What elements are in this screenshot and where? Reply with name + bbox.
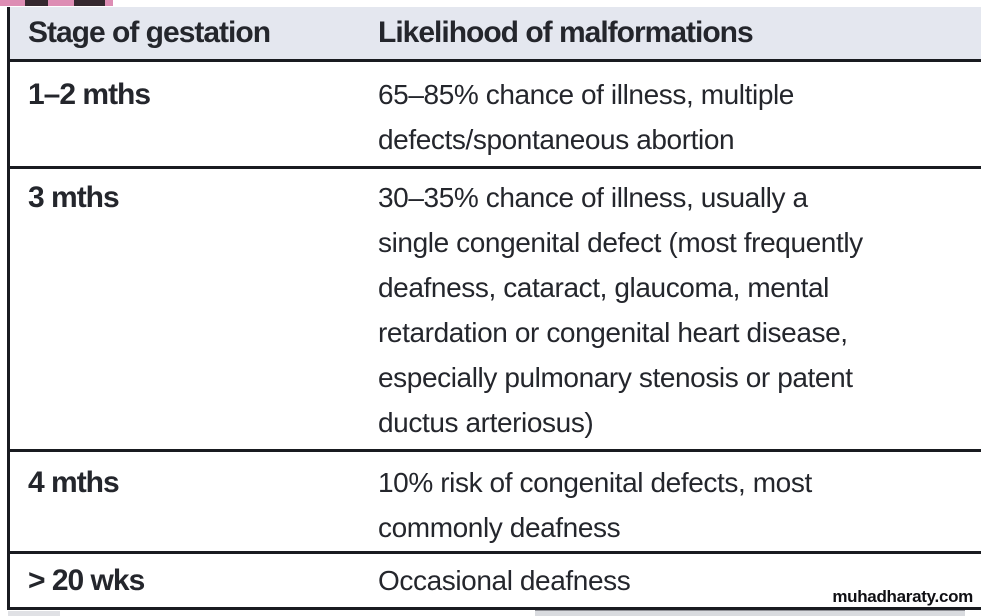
- table-row: 1–2 mths 65–85% chance of illness, multi…: [10, 62, 981, 169]
- stage-cell: 3 mths: [28, 181, 120, 214]
- likelihood-cell: 65–85% chance of illness, multiple defec…: [378, 79, 794, 155]
- column-header-stage: Stage of gestation: [28, 16, 271, 49]
- cutoff-text-fragment: [25, 0, 48, 6]
- cutoff-element-fragment: [8, 611, 60, 616]
- table-row: 3 mths 30–35% chance of illness, usually…: [10, 169, 981, 452]
- table-row: 4 mths 10% risk of congenital defects, m…: [10, 452, 981, 554]
- watermark-label: muhadharaty.com: [832, 587, 973, 606]
- cutoff-heading-strip: [0, 0, 113, 6]
- stage-cell: 4 mths: [28, 466, 120, 499]
- table-header-row: Stage of gestation Likelihood of malform…: [10, 7, 981, 62]
- gestation-malformations-table: Stage of gestation Likelihood of malform…: [7, 7, 981, 610]
- stage-cell: 1–2 mths: [28, 78, 151, 111]
- cutoff-element-fragment: [535, 610, 965, 616]
- likelihood-cell: Occasional deafness: [378, 565, 631, 596]
- column-header-likelihood: Likelihood of malformations: [378, 16, 754, 49]
- likelihood-cell: 30–35% chance of illness, usually a sing…: [378, 182, 863, 438]
- stage-cell: > 20 wks: [28, 564, 145, 597]
- table-row: > 20 wks Occasional deafness: [10, 554, 981, 610]
- likelihood-cell: 10% risk of congenital defects, most com…: [378, 467, 812, 543]
- cutoff-text-fragment: [74, 0, 105, 6]
